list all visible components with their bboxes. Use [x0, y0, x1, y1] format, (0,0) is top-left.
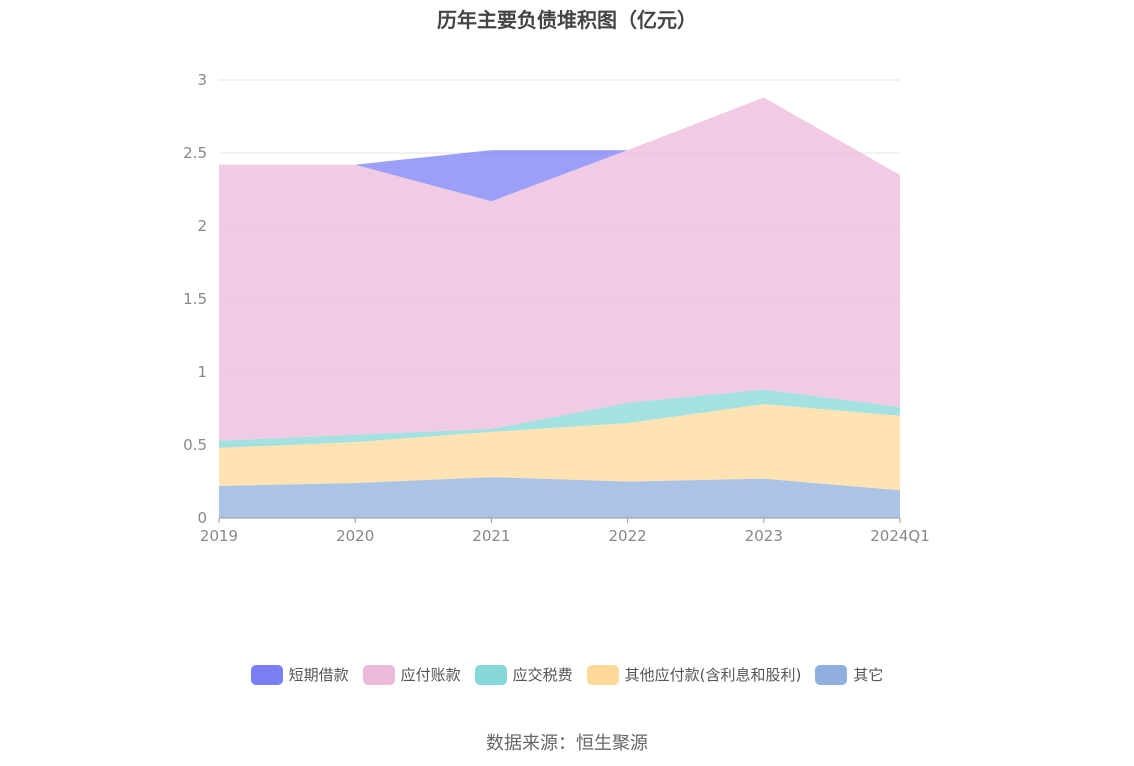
- legend-swatch: [250, 664, 283, 685]
- x-tick-label: 2020: [336, 527, 374, 545]
- area-series-应付账款[interactable]: [219, 97, 900, 441]
- legend-item[interactable]: 其他应付款(含利息和股利): [586, 664, 802, 685]
- legend-swatch: [362, 664, 395, 685]
- legend-label: 应付账款: [400, 666, 461, 684]
- stacked-areas: [219, 97, 900, 518]
- legend-item[interactable]: 其它: [815, 664, 883, 685]
- legend-swatch: [474, 664, 507, 685]
- chart-title: 历年主要负债堆积图（亿元）: [437, 8, 697, 32]
- y-tick-label: 1.5: [183, 290, 207, 308]
- area-series-应交税费[interactable]: [219, 389, 900, 448]
- y-tick-label: 3: [197, 71, 207, 89]
- y-tick-label: 0: [197, 509, 207, 527]
- legend-swatch: [586, 664, 619, 685]
- axes: 0 0.5 1 1.5 2 2.5 3 2019 2020 2021 2022 2023 2024Q1: [183, 71, 930, 545]
- legend-label: 短期借款: [288, 666, 349, 684]
- legend-label: 其它: [853, 666, 884, 684]
- x-tick-label: 2023: [745, 527, 783, 545]
- legend-item[interactable]: 短期借款: [250, 664, 349, 685]
- legend-swatch: [815, 664, 848, 685]
- legend-label: 其他应付款(含利息和股利): [624, 666, 802, 684]
- area-series-其他应付款(含利息和股利)[interactable]: [219, 404, 900, 491]
- legend-item[interactable]: 应付账款: [362, 664, 461, 685]
- legend: 短期借款 应付账款 应交税费 其他应付款(含利息和股利) 其它: [0, 664, 1134, 685]
- y-tick-label: 2: [197, 217, 207, 235]
- legend-label: 应交税费: [512, 666, 573, 684]
- y-tick-label: 2.5: [183, 144, 207, 162]
- y-tick-label: 1: [197, 363, 207, 381]
- y-tick-label: 0.5: [183, 436, 207, 454]
- source-note: 数据来源：恒生聚源: [486, 733, 648, 754]
- legend-item[interactable]: 应交税费: [474, 664, 573, 685]
- x-tick-label: 2019: [200, 527, 238, 545]
- x-tick-label: 2021: [472, 527, 510, 545]
- x-tick-label: 2022: [609, 527, 647, 545]
- area-series-其它[interactable]: [219, 477, 900, 518]
- x-tick-label: 2024Q1: [870, 527, 930, 545]
